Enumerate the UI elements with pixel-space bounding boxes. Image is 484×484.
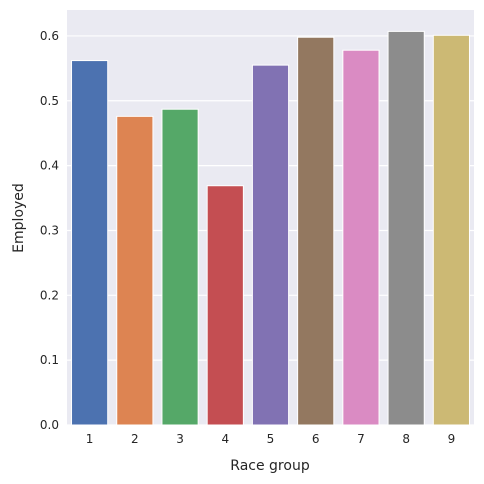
x-tick-label: 1 xyxy=(86,432,94,446)
bar-4 xyxy=(206,185,244,426)
y-tick-label: 0.0 xyxy=(40,418,59,432)
bar-2 xyxy=(116,115,154,426)
bar-9 xyxy=(432,34,470,426)
y-tick-label: 0.3 xyxy=(40,223,59,237)
bar-5 xyxy=(251,64,290,426)
x-tick-label: 8 xyxy=(402,432,410,446)
bars xyxy=(71,30,470,426)
x-axis-label: Race group xyxy=(230,458,310,474)
y-tick-label: 0.6 xyxy=(40,29,59,43)
x-axis-ticks: 1 2 3 4 5 6 7 8 9 xyxy=(86,432,455,446)
x-tick-label: 5 xyxy=(267,432,275,446)
x-tick-label: 4 xyxy=(221,432,229,446)
x-tick-label: 7 xyxy=(357,432,365,446)
bar-1 xyxy=(71,60,109,426)
y-tick-label: 0.4 xyxy=(40,159,59,173)
y-axis-label: Employed xyxy=(11,183,27,253)
y-tick-label: 0.1 xyxy=(40,353,59,367)
y-tick-label: 0.5 xyxy=(40,94,59,108)
bar-3 xyxy=(161,108,199,426)
x-tick-label: 9 xyxy=(448,432,456,446)
y-tick-label: 0.2 xyxy=(40,288,59,302)
x-tick-label: 6 xyxy=(312,432,320,446)
bar-6 xyxy=(297,36,335,426)
bar-8 xyxy=(387,30,425,426)
x-tick-label: 3 xyxy=(176,432,184,446)
x-tick-label: 2 xyxy=(131,432,139,446)
y-axis-ticks: 0.0 0.1 0.2 0.3 0.4 0.5 0.6 xyxy=(40,29,59,432)
bar-7 xyxy=(342,49,380,426)
